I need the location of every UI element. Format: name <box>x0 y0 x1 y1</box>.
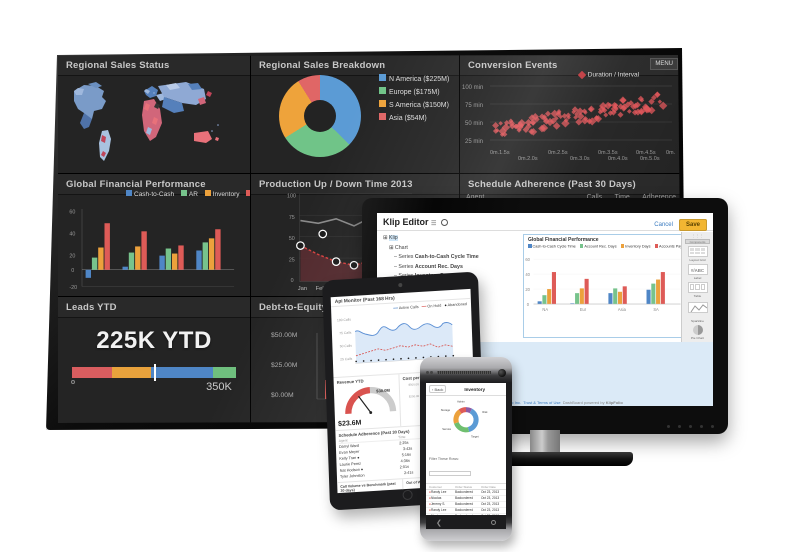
svg-text:0m.2.5s: 0m.2.5s <box>548 150 568 156</box>
svg-text:100 min: 100 min <box>462 85 483 91</box>
svg-text:25 Calls: 25 Calls <box>340 357 353 362</box>
svg-text:$50.00M: $50.00M <box>271 332 298 339</box>
svg-text:40: 40 <box>69 232 75 238</box>
svg-text:0: 0 <box>527 302 530 307</box>
svg-text:0m.5.0s: 0m.5.0s <box>640 156 660 162</box>
svg-text:25: 25 <box>289 258 295 264</box>
svg-text:NA: NA <box>542 306 548 311</box>
svg-text:0m.1.5s: 0m.1.5s <box>490 150 510 156</box>
svg-text:75: 75 <box>289 215 295 221</box>
svg-text:$0.00M: $0.00M <box>271 392 294 399</box>
svg-text:0: 0 <box>71 268 74 274</box>
svg-text:Asia: Asia <box>618 306 627 311</box>
svg-text:Service: Service <box>442 427 451 431</box>
svg-text:50 min: 50 min <box>465 121 483 127</box>
svg-text:0m.3.0s: 0m.3.0s <box>570 156 590 162</box>
svg-text:SA: SA <box>653 306 659 311</box>
svg-text:$500.00: $500.00 <box>408 382 419 387</box>
svg-text:75 Calls: 75 Calls <box>339 331 352 336</box>
svg-text:75 min: 75 min <box>465 103 483 109</box>
svg-text:Risk: Risk <box>482 410 488 414</box>
svg-text:$250.00: $250.00 <box>409 394 420 399</box>
svg-text:Jan: Jan <box>298 286 307 292</box>
svg-text:25 min: 25 min <box>465 139 483 145</box>
svg-text:0m.4.0s: 0m.4.0s <box>608 156 628 162</box>
svg-text:20: 20 <box>525 287 530 292</box>
svg-text:0m.2.0s: 0m.2.0s <box>518 156 538 162</box>
svg-text:Storage: Storage <box>441 408 451 412</box>
svg-text:0m.: 0m. <box>666 150 676 156</box>
svg-text:20: 20 <box>69 254 75 260</box>
svg-text:Target: Target <box>471 435 479 439</box>
svg-text:60: 60 <box>525 257 530 262</box>
svg-text:100: 100 <box>287 193 296 199</box>
svg-text:Admin: Admin <box>457 400 465 404</box>
svg-text:-20: -20 <box>69 285 77 290</box>
svg-text:50 Calls: 50 Calls <box>340 344 353 349</box>
svg-text:$25.00M: $25.00M <box>271 362 298 369</box>
svg-text:100 Calls: 100 Calls <box>337 318 351 323</box>
svg-text:40: 40 <box>525 272 530 277</box>
svg-text:50: 50 <box>289 236 295 242</box>
svg-text:$30.0M: $30.0M <box>376 388 390 394</box>
svg-text:60: 60 <box>69 210 75 216</box>
svg-text:Eur: Eur <box>580 306 587 311</box>
svg-text:0: 0 <box>291 278 294 284</box>
